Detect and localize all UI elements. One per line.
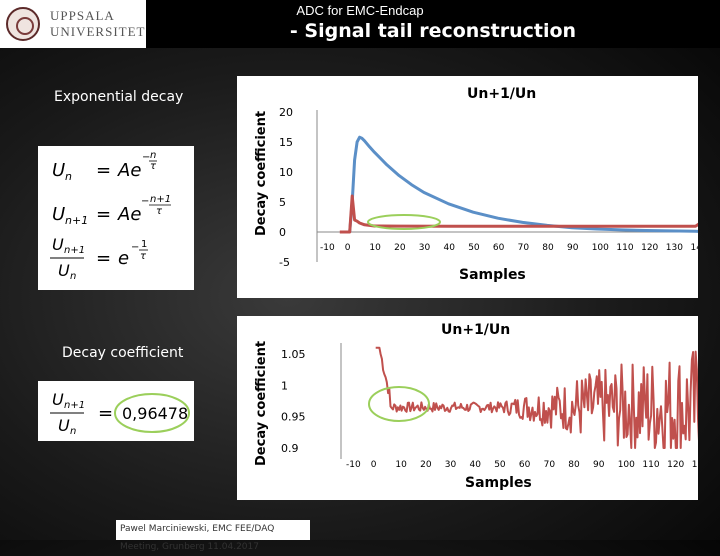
chart-2-xtick: 10 [395,460,407,470]
chart-2-xtick: 100 [618,460,635,470]
chart-2-xtick: 110 [642,460,659,470]
svg-text:e: e [118,248,129,269]
logo-line-1: UPPSALA [50,8,115,23]
svg-text:=: = [96,204,111,225]
chart-1-xtick: 120 [641,243,658,253]
chart-1-ytick: 5 [279,196,286,209]
svg-text:n: n [150,150,156,161]
chart-2-xtick: 130 [692,460,698,470]
chart-1-xtick: -10 [320,243,335,253]
svg-text:Ae: Ae [117,204,141,225]
chart-2-ytick: 0.9 [281,442,299,455]
chart-2-ytick: 0.95 [281,411,306,424]
chart-2-xlabel: Samples [465,475,532,491]
chart-2-xtick: 20 [420,460,432,470]
chart-1-xtick: 30 [419,243,431,253]
chart-2-xtick: 40 [470,460,482,470]
svg-text:U: U [52,235,64,254]
highlight-ellipse-2 [368,386,430,422]
svg-text:τ: τ [140,251,147,262]
decay-value: 0,96478 [122,404,188,423]
chart-1-ytick: 20 [279,106,293,119]
svg-text:−: − [131,242,139,253]
svg-text:U: U [58,416,70,435]
chart-1-xtick: 50 [468,243,480,253]
chart-1-ytick: -5 [279,256,290,269]
svg-text:Ae: Ae [117,160,141,181]
chart-1-xtick: 140 [691,243,699,253]
chart-1-xtick: 70 [518,243,530,253]
exp-decay-heading: Exponential decay [54,89,184,105]
chart-1-title: Un+1/Un [467,86,536,102]
chart-1-series-signal [348,135,708,233]
svg-text:U: U [52,160,65,181]
chart-2-ytick: 1.05 [281,348,306,361]
logo-line-2: UNIVERSITET [50,24,146,39]
svg-text:U: U [58,261,70,280]
chart-2-title: Un+1/Un [441,322,510,338]
chart-2-ylabel: Decay coefficient [254,341,269,466]
chart-2-series-ratio [375,346,720,449]
chart-1-xtick: 110 [616,243,633,253]
chart-1-xtick: 130 [666,243,683,253]
svg-text:=: = [96,160,111,181]
svg-text:=: = [96,248,111,269]
chart-2-xtick: 0 [371,460,377,470]
chart-2-svg: Un+1/Un Decay coefficient Samples 1.0510… [254,322,720,491]
chart-1-xtick: 80 [542,243,554,253]
chart-1-ytick: 0 [279,226,286,239]
svg-text:−: − [142,152,150,163]
chart-2-xtick: 60 [519,460,531,470]
decay-coef-heading: Decay coefficient [62,345,184,361]
highlight-ellipse-1 [367,214,441,230]
svg-text:1: 1 [141,239,147,250]
chart-1-xtick: 20 [394,243,406,253]
svg-text:n+1: n+1 [150,194,171,205]
university-seal-icon [6,7,40,41]
chart-1-xtick: 0 [345,243,351,253]
chart-1-xtick: 100 [592,243,609,253]
svg-text:τ: τ [156,206,163,217]
university-logo: UPPSALA UNIVERSITET [0,0,146,48]
chart-2-xtick: 80 [568,460,580,470]
svg-text:−: − [141,196,149,207]
chart-1-ytick: 10 [279,166,293,179]
svg-text:U: U [52,204,65,225]
svg-text:n: n [70,426,76,437]
svg-text:n: n [70,271,76,282]
svg-text:τ: τ [150,161,157,172]
svg-text:n+1: n+1 [65,214,88,227]
header-bar: UPPSALA UNIVERSITET ADC for EMC-Endcap -… [0,0,720,48]
chart-1-ylabel: Decay coefficient [254,111,269,236]
chart-2-xtick: 30 [445,460,457,470]
chart-2-xtick: -10 [346,460,361,470]
chart-1-xtick: 10 [369,243,381,253]
chart-2-xtick: 50 [494,460,506,470]
svg-text:=: = [98,403,113,424]
chart-2-xtick: 70 [544,460,556,470]
chart-1-xtick: 40 [444,243,456,253]
chart-1-xlabel: Samples [459,267,526,283]
footer-text: Pawel Marciniewski, EMC FEE/DAQ Meeting,… [116,520,310,552]
chart-1-ytick: 15 [279,136,293,149]
chart-2-xtick: 120 [667,460,684,470]
chart-1-svg: Un+1/Un Decay coefficient Samples 20 15 10… [254,86,720,283]
ratio-chart-full: Un+1/Un Decay coefficient Samples 20 15 10… [237,76,720,298]
presentation-title: ADC for EMC-Endcap [296,3,424,18]
chart-2-ytick: 1 [281,379,288,392]
chart-1-series-ratio [339,194,710,234]
svg-text:n+1: n+1 [64,245,85,256]
slide-title: - Signal tail reconstruction [289,20,577,42]
svg-text:n+1: n+1 [64,400,85,411]
chart-1-xtick: 90 [567,243,579,253]
ratio-chart-zoom: Un+1/Un Decay coefficient Samples 1.05 1 0… [237,316,720,500]
chart-2-xtick: 90 [593,460,605,470]
chart-1-xtick: 60 [493,243,505,253]
svg-text:n: n [65,170,72,183]
svg-text:U: U [52,390,64,409]
